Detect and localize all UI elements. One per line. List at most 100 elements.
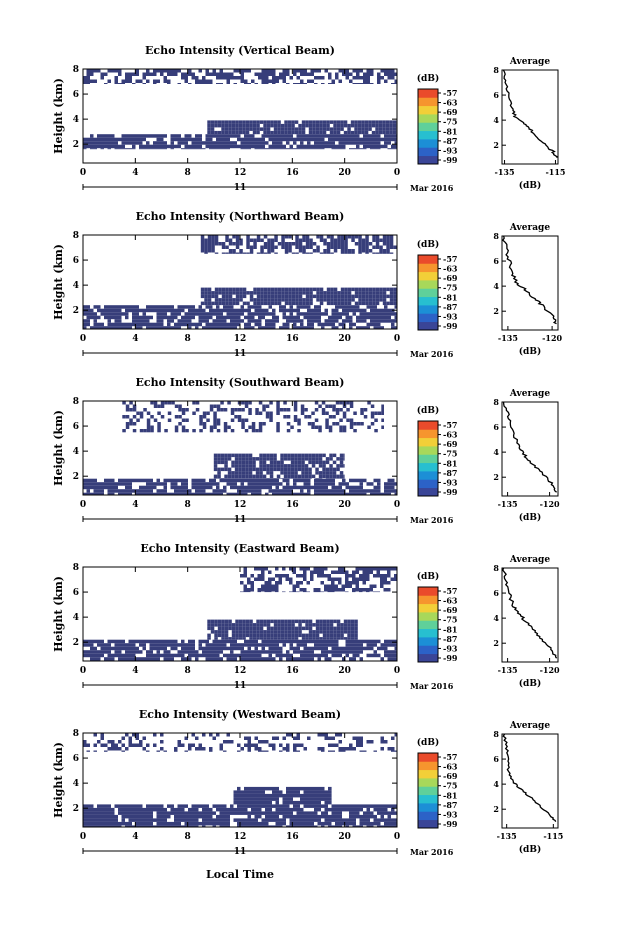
echo-cell	[291, 298, 296, 302]
echo-cell	[391, 148, 395, 150]
echo-cell	[224, 453, 228, 458]
echo-cell	[342, 308, 346, 313]
echo-cell	[377, 83, 381, 84]
echo-cell	[267, 291, 271, 295]
x-tick-label: 4	[132, 666, 138, 676]
echo-cell	[357, 120, 362, 124]
echo-cell	[330, 294, 334, 299]
echo-cell	[219, 141, 223, 145]
echo-cell	[233, 793, 237, 798]
echo-cell	[216, 804, 220, 808]
echo-cell	[296, 750, 300, 752]
echo-cell	[114, 69, 118, 73]
echo-cell	[303, 482, 307, 486]
echo-cell	[295, 235, 299, 239]
echo-cell	[250, 574, 254, 578]
echo-cell	[277, 301, 282, 306]
echo-cell	[394, 137, 397, 142]
echo-cell	[307, 818, 311, 822]
echo-cell	[174, 69, 178, 73]
echo-cell	[370, 134, 374, 138]
echo-cell	[354, 120, 358, 124]
echo-cell	[249, 294, 254, 299]
echo-cell	[328, 821, 332, 826]
echo-cell	[342, 478, 346, 483]
echo-cell	[243, 574, 247, 578]
echo-cell	[195, 83, 199, 84]
echo-cell	[359, 137, 363, 142]
echo-cell	[254, 650, 258, 654]
echo-cell	[296, 793, 300, 798]
echo-cell	[86, 489, 90, 493]
echo-cell	[359, 485, 363, 490]
echo-cell	[198, 747, 202, 751]
echo-cell	[266, 130, 271, 135]
echo-cell	[252, 460, 256, 465]
echo-cell	[111, 489, 115, 493]
echo-cell	[135, 79, 139, 83]
echo-cell	[322, 471, 326, 475]
echo-cell	[198, 653, 202, 658]
echo-cell	[263, 242, 268, 246]
echo-cell	[277, 291, 282, 295]
colorbar-tick-label: -87	[443, 136, 457, 146]
echo-cell	[209, 134, 213, 138]
echo-cell	[156, 148, 160, 150]
echo-cell	[265, 322, 269, 327]
echo-cell	[225, 245, 229, 249]
echo-cell	[257, 567, 261, 571]
echo-cell	[100, 141, 104, 145]
echo-cell	[188, 743, 192, 747]
echo-cell	[279, 818, 283, 822]
echo-cell	[322, 619, 327, 624]
echo-cell	[265, 793, 269, 798]
echo-cell	[86, 312, 90, 316]
colorbar-swatch	[418, 471, 438, 480]
echo-cell	[275, 79, 279, 83]
echo-cell	[378, 120, 383, 124]
echo-cell	[239, 287, 243, 292]
echo-cell	[303, 821, 307, 826]
echo-cell	[114, 747, 118, 751]
echo-cell	[289, 319, 293, 323]
echo-cell	[146, 134, 150, 138]
echo-cell	[340, 123, 344, 128]
echo-cell	[307, 305, 311, 309]
echo-cell	[118, 144, 122, 149]
echo-cell	[247, 653, 251, 658]
echo-cell	[226, 657, 230, 661]
echo-cell	[238, 474, 242, 479]
echo-cell	[263, 294, 268, 299]
echo-cell	[280, 471, 284, 475]
echo-cell	[300, 485, 304, 490]
echo-cell	[279, 489, 283, 493]
echo-cell	[330, 242, 334, 246]
echo-cell	[252, 637, 257, 640]
echo-cell	[261, 72, 265, 76]
echo-cell	[263, 623, 267, 627]
echo-cell	[394, 79, 397, 83]
echo-cell	[132, 818, 136, 822]
echo-cell	[312, 630, 316, 634]
echo-cell	[209, 404, 214, 408]
echo-cell	[156, 650, 160, 654]
echo-cell	[97, 134, 101, 138]
echo-cell	[266, 471, 270, 475]
echo-cell	[305, 291, 310, 295]
echo-cell	[86, 79, 90, 83]
echo-cell	[192, 429, 196, 433]
echo-cell	[261, 308, 265, 313]
echo-cell	[146, 144, 150, 149]
echo-cell	[181, 137, 185, 142]
echo-cell	[209, 821, 213, 826]
echo-cell	[282, 643, 286, 647]
echo-cell	[301, 471, 305, 475]
echo-cell	[153, 657, 157, 661]
echo-cell	[264, 588, 268, 592]
echo-cell	[272, 144, 276, 149]
echo-cell	[226, 141, 230, 145]
echo-cell	[248, 425, 252, 429]
echo-cell	[242, 127, 246, 131]
echo-cell	[195, 141, 199, 145]
echo-cell	[328, 404, 333, 408]
